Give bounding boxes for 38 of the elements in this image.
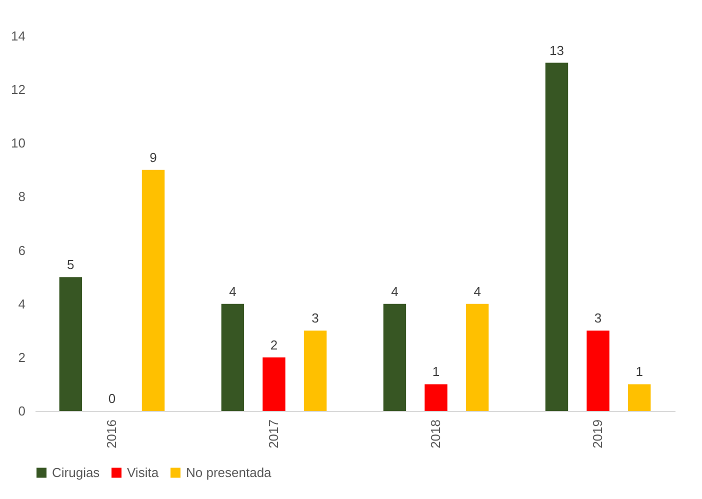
legend-label: Cirugias — [52, 464, 100, 480]
bar — [466, 304, 489, 411]
bar — [142, 170, 165, 411]
data-label: 4 — [474, 284, 481, 299]
data-label: 9 — [150, 150, 157, 165]
x-tick-label: 2016 — [104, 420, 119, 448]
y-tick-label: 4 — [18, 296, 26, 312]
data-label: 3 — [594, 310, 602, 326]
data-label: 5 — [67, 257, 74, 272]
y-tick-label: 8 — [18, 189, 26, 204]
bar — [59, 277, 82, 411]
x-tick-label: 2018 — [428, 420, 444, 448]
bar — [628, 384, 651, 411]
bar — [304, 330, 327, 411]
data-label: 1 — [636, 364, 643, 380]
y-tick-label: 10 — [11, 136, 26, 151]
data-label: 13 — [550, 42, 564, 58]
data-label: 0 — [108, 391, 116, 406]
data-label: 3 — [312, 310, 319, 326]
y-tick-label: 14 — [11, 28, 26, 44]
bar — [262, 357, 286, 411]
x-tick-label: 2017 — [266, 420, 281, 448]
bar — [383, 304, 406, 411]
data-label: 2 — [270, 337, 278, 352]
legend-label: Visita — [127, 464, 160, 480]
data-label: 4 — [391, 284, 398, 299]
y-tick-label: 6 — [18, 242, 26, 258]
data-label: 1 — [432, 364, 440, 380]
bar — [586, 330, 610, 411]
data-label: 4 — [229, 284, 236, 299]
y-tick-label: 12 — [11, 82, 26, 98]
legend-label: No presentada — [186, 464, 272, 480]
y-tick-label: 0 — [18, 404, 26, 418]
bar — [221, 304, 244, 411]
bar — [545, 62, 568, 411]
x-tick-label: 2019 — [590, 420, 606, 448]
y-tick-label: 2 — [18, 350, 26, 365]
bar — [424, 384, 448, 411]
